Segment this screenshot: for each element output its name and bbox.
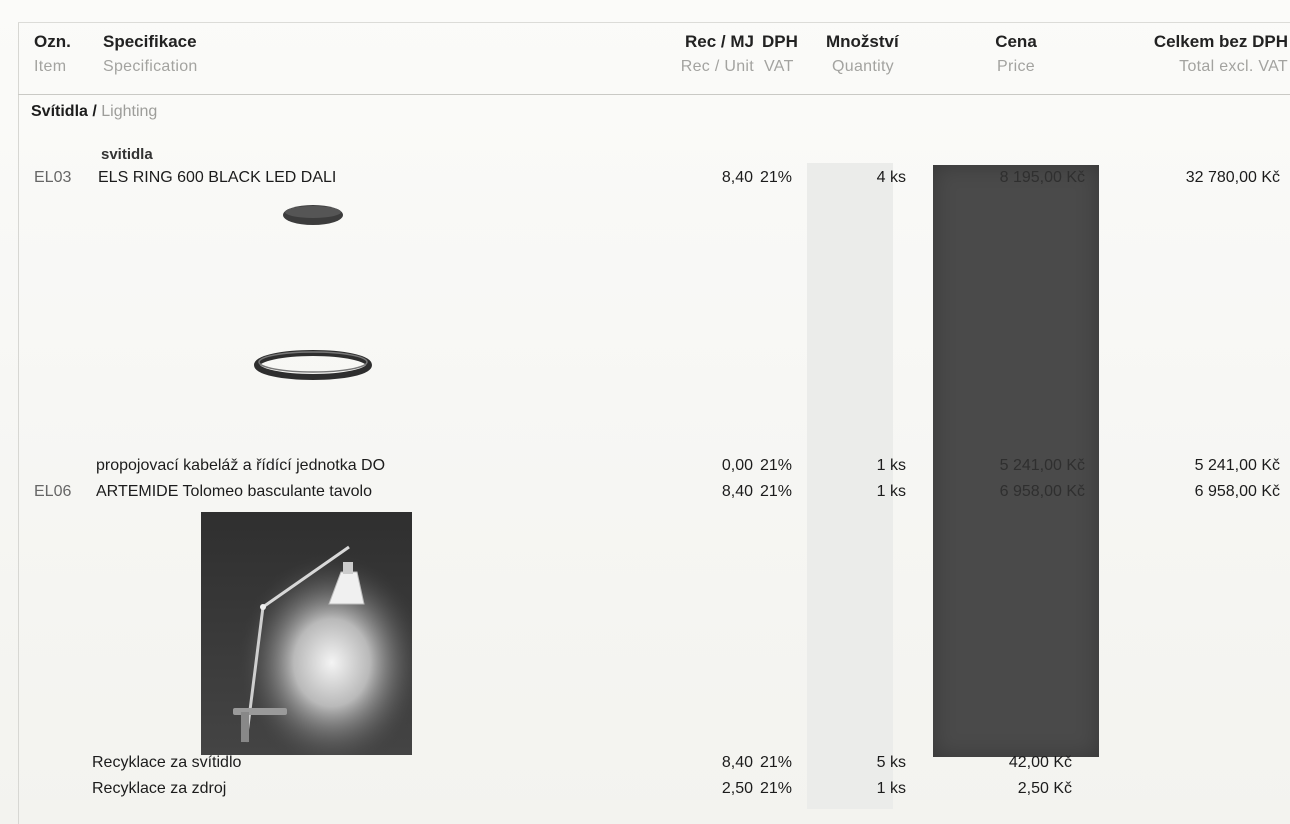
row-qty: 1 ks [876, 780, 906, 797]
row-spec: ARTEMIDE Tolomeo basculante tavolo [96, 483, 372, 500]
row-qty: 1 ks [876, 457, 906, 474]
row-rec: 2,50 [721, 780, 753, 797]
price-column-band [933, 165, 1099, 757]
section-title: Svítidla / Lighting [31, 103, 157, 121]
section-title-cs: Svítidla / [31, 103, 97, 120]
header-vat-cs: DPH [762, 32, 798, 51]
header-item-cs: Ozn. [34, 32, 71, 51]
header-price-en: Price [997, 58, 1035, 75]
header-divider [18, 94, 1290, 95]
row-qty: 4 ks [876, 169, 906, 186]
row-rec: 8,40 [721, 754, 753, 771]
row-spec: Recyklace za svítidlo [92, 754, 242, 771]
row-price: 5 241,00 Kč [999, 457, 1085, 474]
row-rec: 8,40 [721, 483, 753, 500]
group-label: svitidla [101, 146, 153, 163]
row-price: 2,50 Kč [1017, 780, 1072, 797]
row-total: 32 780,00 Kč [1185, 169, 1280, 186]
row-vat: 21% [760, 780, 793, 797]
row-total: 6 958,00 Kč [1194, 483, 1280, 500]
row-price: 6 958,00 Kč [999, 483, 1085, 500]
quantity-column-band [807, 163, 893, 809]
frame-top-border [18, 22, 1290, 23]
header-qty-en: Quantity [832, 58, 894, 75]
header-rec-en: Rec / Unit [680, 58, 754, 75]
header-total-en: Total excl. VAT [1179, 58, 1288, 75]
row-vat: 21% [760, 483, 793, 500]
row-qty: 1 ks [876, 483, 906, 500]
row-spec: propojovací kabeláž a řídící jednotka DO [96, 457, 386, 474]
frame-left-border [18, 22, 19, 824]
row-spec: ELS RING 600 BLACK LED DALI [98, 169, 337, 186]
header-spec-en: Specification [103, 58, 198, 75]
header-spec-cs: Specifikace [103, 32, 197, 51]
row-rec: 0,00 [721, 457, 753, 474]
row-code: EL03 [34, 169, 72, 186]
row-vat: 21% [760, 754, 793, 771]
els-ring-pendant-image [254, 205, 372, 380]
row-rec: 8,40 [721, 169, 753, 186]
row-qty: 5 ks [876, 754, 906, 771]
header-rec-cs: Rec / MJ [685, 32, 754, 51]
artemide-tolomeo-lamp-image [201, 512, 412, 755]
row-vat: 21% [760, 169, 793, 186]
header-qty-cs: Množství [826, 32, 899, 51]
row-spec: Recyklace za zdroj [92, 780, 227, 797]
header-price-cs: Cena [995, 32, 1037, 51]
row-total: 5 241,00 Kč [1194, 457, 1280, 474]
header-vat-en: VAT [764, 58, 794, 75]
row-vat: 21% [760, 457, 793, 474]
header-item-en: Item [34, 58, 67, 75]
row-price: 42,00 Kč [1008, 754, 1072, 771]
row-code: EL06 [34, 483, 72, 500]
row-price: 8 195,00 Kč [999, 169, 1085, 186]
section-title-en: Lighting [101, 103, 158, 120]
header-total-cs: Celkem bez DPH [1153, 32, 1288, 51]
